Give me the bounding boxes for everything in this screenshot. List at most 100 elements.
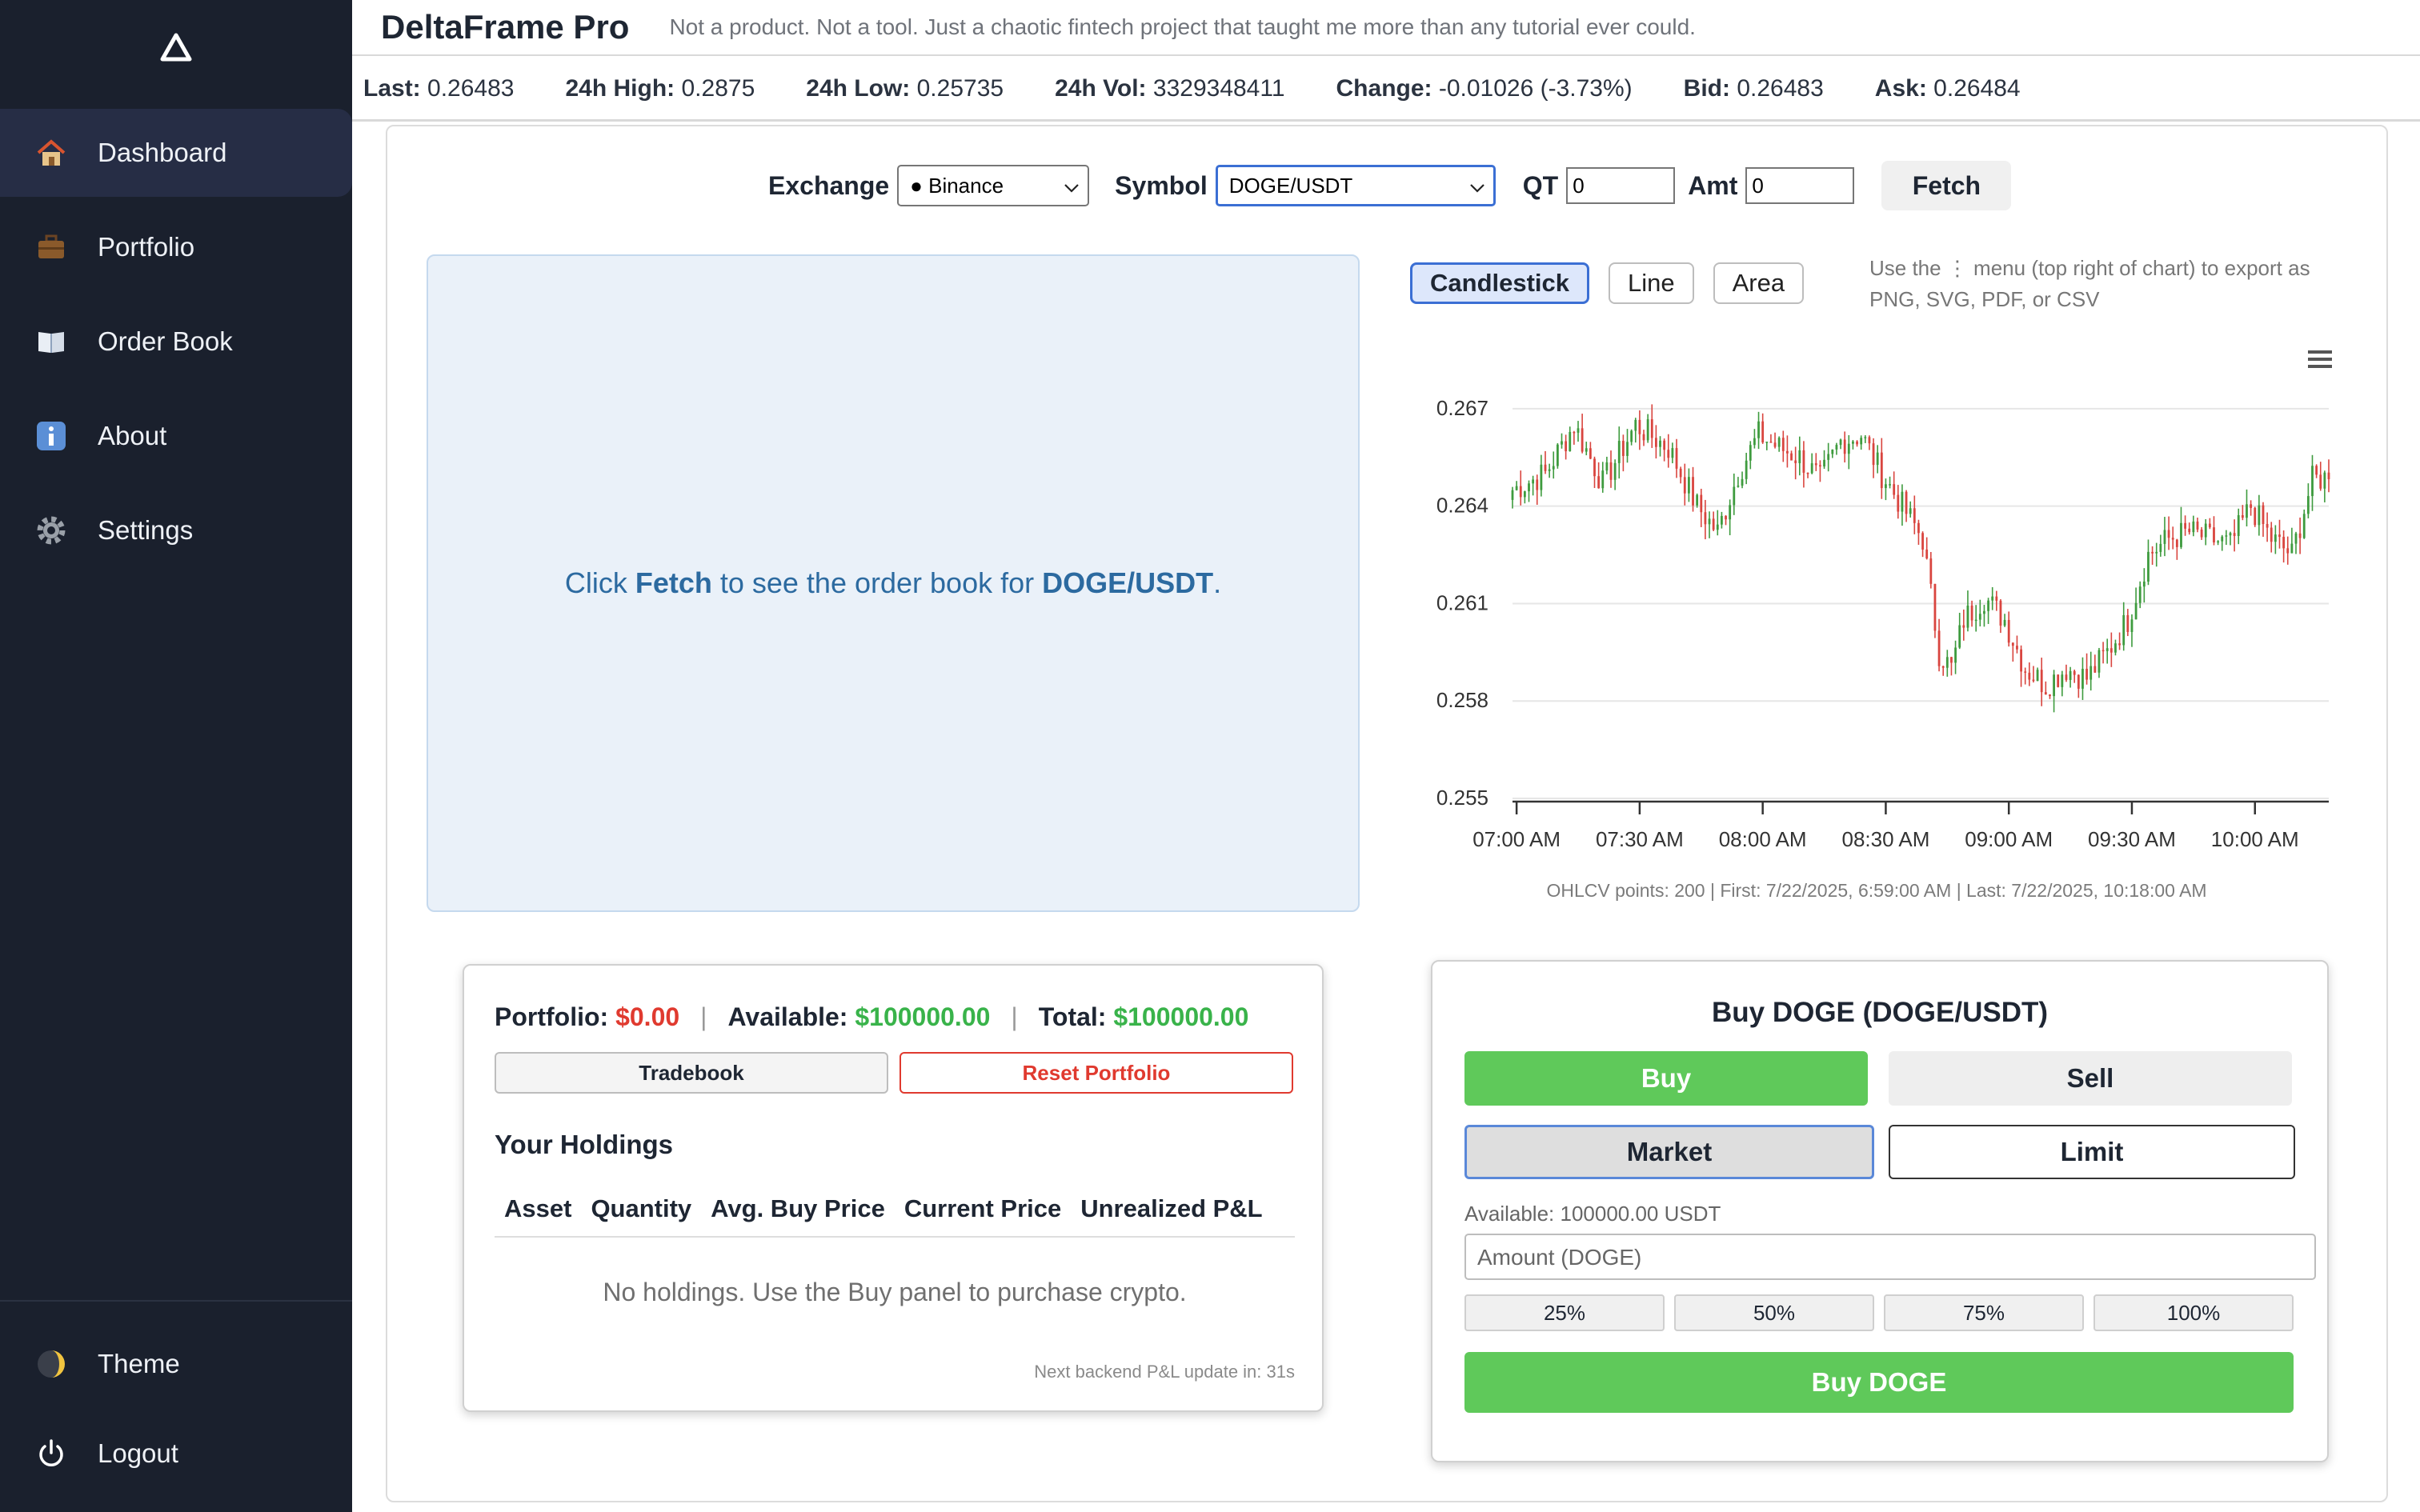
- candle: [1565, 441, 1568, 452]
- candle: [2093, 666, 2097, 673]
- candle: [1650, 419, 1653, 438]
- sidebar-item-label: Dashboard: [98, 138, 227, 167]
- symbol-label: Symbol: [1115, 170, 1208, 200]
- column-header: Current Price: [903, 1194, 1062, 1222]
- sell-tab-button[interactable]: Sell: [1889, 1051, 2292, 1106]
- market-controls: Exchange ● Binance Symbol DOGE/USDT QT 0…: [768, 161, 2012, 210]
- sidebar-nav: Dashboard Portfolio Order Book About Set…: [0, 109, 352, 581]
- symbol-select-value: DOGE/USDT: [1228, 173, 1353, 198]
- candle: [2282, 537, 2286, 549]
- sidebar-item-dashboard[interactable]: Dashboard: [0, 109, 352, 197]
- candle: [2213, 527, 2215, 542]
- candle: [1589, 448, 1592, 459]
- candle: [1823, 459, 1825, 467]
- candle: [2167, 530, 2170, 538]
- candle: [2024, 671, 2027, 673]
- app-title: DeltaFrame Pro: [381, 8, 630, 46]
- candle: [1654, 438, 1657, 447]
- sidebar-item-theme[interactable]: Theme: [0, 1324, 352, 1404]
- reset-portfolio-button[interactable]: Reset Portfolio: [899, 1052, 1293, 1094]
- column-header: Unrealized P&L: [1080, 1194, 1263, 1222]
- candle: [1843, 439, 1846, 454]
- sidebar-item-logout[interactable]: Logout: [0, 1414, 352, 1494]
- ticker-value: 3329348411: [1152, 74, 1285, 102]
- candle: [1725, 515, 1727, 520]
- candle: [1806, 472, 1809, 474]
- candle: [1941, 666, 1945, 668]
- candle: [1847, 443, 1850, 454]
- chart-type-switcher: Candlestick Line Area: [1410, 262, 1823, 304]
- candle: [1523, 491, 1526, 498]
- tradebook-button[interactable]: Tradebook: [495, 1052, 888, 1094]
- column-header: Quantity: [591, 1194, 692, 1222]
- qt-input[interactable]: 0: [1566, 167, 1676, 204]
- candle: [1835, 445, 1838, 450]
- sidebar-item-settings[interactable]: Settings: [0, 486, 352, 574]
- x-tick-label: 10:00 AM: [2211, 827, 2299, 851]
- percent-50-button[interactable]: 50%: [1674, 1294, 1874, 1331]
- sidebar-item-label: Portfolio: [98, 232, 195, 262]
- chart-menu-icon[interactable]: [2297, 344, 2337, 384]
- symbol-select[interactable]: DOGE/USDT: [1215, 165, 1496, 206]
- candlestick-chart-svg: 0.267 0.264 0.261 0.258 0.255 07:00 AM 07:30 A…: [1436, 344, 2337, 851]
- market-order-button[interactable]: Market: [1464, 1125, 1874, 1179]
- fetch-button[interactable]: Fetch: [1881, 161, 2012, 210]
- buy-tab-button[interactable]: Buy: [1464, 1051, 1868, 1106]
- amt-input[interactable]: 0: [1745, 167, 1855, 204]
- sidebar-item-order-book[interactable]: Order Book: [0, 298, 352, 386]
- candle: [1642, 434, 1645, 441]
- sidebar-item-about[interactable]: About: [0, 392, 352, 480]
- candle: [1704, 512, 1707, 525]
- candle: [1687, 477, 1690, 494]
- delta-logo-icon[interactable]: [0, 19, 352, 75]
- ticker-high: 24h High: 0.2875: [565, 75, 755, 102]
- candle: [2315, 466, 2318, 475]
- candle: [1814, 463, 1817, 466]
- candle: [1753, 438, 1756, 446]
- chart-type-candlestick[interactable]: Candlestick: [1410, 262, 1590, 304]
- moon-icon: [32, 1345, 70, 1383]
- percent-25-button[interactable]: 25%: [1464, 1294, 1665, 1331]
- candle: [1802, 450, 1805, 473]
- candle: [1991, 596, 1994, 601]
- candle: [1737, 486, 1740, 487]
- chart-type-area[interactable]: Area: [1713, 262, 1805, 304]
- x-tick-label: 09:00 AM: [1965, 827, 2053, 851]
- chart-type-line[interactable]: Line: [1609, 262, 1694, 304]
- candle: [1929, 558, 1933, 584]
- limit-order-button[interactable]: Limit: [1889, 1125, 2295, 1179]
- available-value: $100000.00: [855, 1002, 991, 1031]
- candle: [1548, 469, 1551, 471]
- candle: [2007, 619, 2010, 643]
- candle: [2020, 649, 2022, 672]
- candle: [2200, 529, 2203, 538]
- candle: [1577, 428, 1580, 433]
- buy-submit-button[interactable]: Buy DOGE: [1464, 1352, 2294, 1413]
- candle: [1569, 431, 1572, 452]
- x-tick-label: 08:30 AM: [1842, 827, 1930, 851]
- candle: [1921, 533, 1924, 550]
- candle: [2323, 472, 2326, 489]
- percent-75-button[interactable]: 75%: [1884, 1294, 2084, 1331]
- candle: [1532, 479, 1535, 484]
- sidebar-divider: [0, 1300, 352, 1302]
- sidebar-item-portfolio[interactable]: Portfolio: [0, 203, 352, 291]
- candle: [2180, 522, 2182, 547]
- percent-100-button[interactable]: 100%: [2093, 1294, 2294, 1331]
- candle: [1597, 476, 1601, 489]
- ticker-bar: Last: 0.26483 24h High: 0.2875 24h Low: …: [352, 58, 2420, 122]
- candle: [1978, 614, 1981, 620]
- amount-input[interactable]: Amount (DOGE): [1464, 1234, 2316, 1280]
- candle: [1761, 421, 1765, 443]
- candle: [1626, 442, 1629, 456]
- y-tick-label: 0.261: [1436, 590, 1488, 614]
- candle: [1901, 491, 1904, 512]
- candle: [1781, 438, 1785, 451]
- candle: [2053, 674, 2055, 697]
- chart-candles: [1511, 404, 2330, 713]
- candle: [2151, 551, 2154, 554]
- candle: [1765, 442, 1769, 443]
- candle: [2221, 536, 2224, 542]
- exchange-select[interactable]: ● Binance: [897, 165, 1090, 206]
- chart-axes: 0.267 0.264 0.261 0.258 0.255 07:00 AM 07:30 A…: [1436, 396, 2329, 851]
